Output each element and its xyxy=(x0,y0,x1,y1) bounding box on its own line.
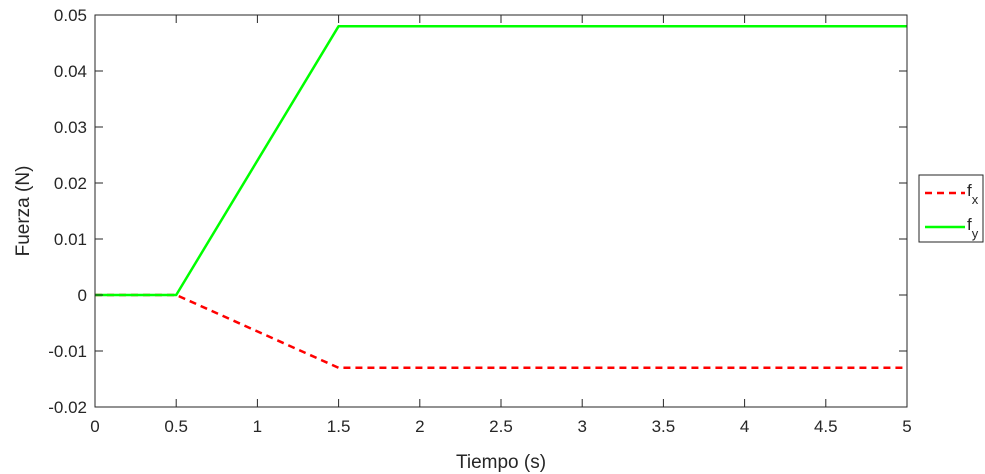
y-tick-label: -0.02 xyxy=(48,398,87,417)
legend-label-y: fy xyxy=(967,215,979,241)
y-tick-label: 0.04 xyxy=(54,62,87,81)
x-tick-label: 4.5 xyxy=(814,417,838,436)
x-tick-label: 4 xyxy=(740,417,749,436)
x-tick-label: 2 xyxy=(415,417,424,436)
series-layer xyxy=(95,24,907,370)
y-tick-label: 0.03 xyxy=(54,118,87,137)
x-tick-label: 0 xyxy=(90,417,99,436)
x-axis-title: Tiempo (s) xyxy=(456,452,546,473)
series-line-y xyxy=(95,24,907,297)
x-tick-label: 2.5 xyxy=(489,417,513,436)
x-tick-label: 1 xyxy=(253,417,262,436)
y-tick-label: 0.01 xyxy=(54,230,87,249)
x-tick-label: 0.5 xyxy=(164,417,188,436)
x-tick-label: 3.5 xyxy=(652,417,676,436)
x-tick-label: 5 xyxy=(902,417,911,436)
legend-label-x: fx xyxy=(967,181,979,207)
y-tick-label: 0.02 xyxy=(54,174,87,193)
plot-area xyxy=(95,15,907,407)
y-tick-label: 0 xyxy=(78,286,87,305)
y-tick-label: -0.01 xyxy=(48,342,87,361)
y-tick-label: 0.05 xyxy=(54,6,87,25)
legend: fx fy xyxy=(918,174,984,243)
x-tick-label: 1.5 xyxy=(327,417,351,436)
x-axis: 0 0.5 1 1.5 2 2.5 3 3.5 4 4.5 5 xyxy=(90,15,912,436)
y-axis: -0.02 -0.01 0 0.01 0.02 0.03 0.04 0.05 xyxy=(48,6,907,417)
y-axis-title: Fuerza (N) xyxy=(13,166,34,257)
legend-box xyxy=(918,174,984,243)
x-tick-label: 3 xyxy=(577,417,586,436)
